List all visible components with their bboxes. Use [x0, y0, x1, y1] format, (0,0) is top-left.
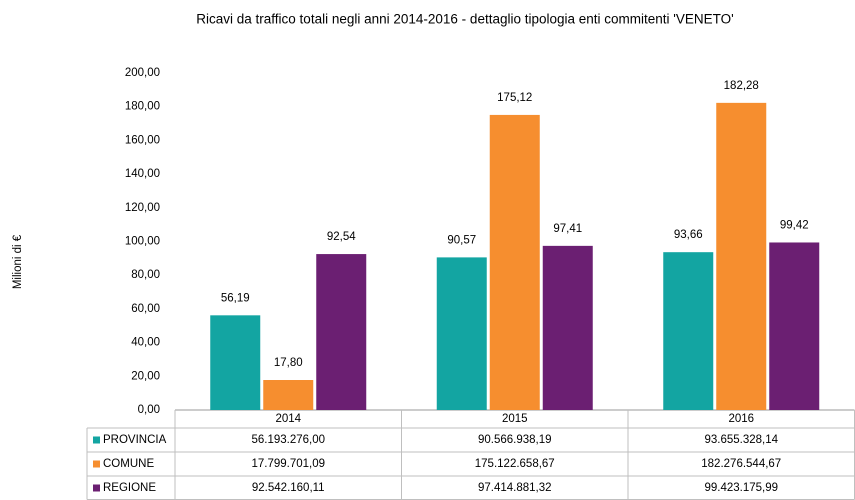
y-tick-label: 200,00 — [125, 67, 160, 79]
y-axis-title: Milioni di € — [12, 234, 24, 289]
table-cell: 93.655.328,14 — [704, 434, 778, 446]
y-tick-label: 0,00 — [138, 404, 160, 416]
data-label: 93,66 — [674, 229, 703, 241]
legend-label: PROVINCIA — [103, 434, 167, 446]
legend-swatch — [93, 436, 100, 444]
y-tick-label: 140,00 — [125, 168, 160, 180]
table-cell: 56.193.276,00 — [251, 434, 325, 446]
legend-swatch — [93, 460, 100, 468]
table-cell: 182.276.544,67 — [701, 458, 781, 470]
bar — [210, 315, 261, 410]
data-label: 175,12 — [497, 92, 532, 104]
y-tick-label: 20,00 — [131, 370, 160, 382]
bar — [542, 245, 593, 410]
bar — [663, 252, 714, 410]
data-label: 56,19 — [221, 292, 250, 304]
y-tick-label: 80,00 — [131, 269, 160, 281]
data-label: 182,28 — [724, 80, 759, 92]
legend-label: REGIONE — [103, 482, 156, 494]
x-tick-label: 2014 — [275, 413, 301, 425]
table-cell: 90.566.938,19 — [478, 434, 552, 446]
data-label: 90,57 — [447, 234, 476, 246]
bar — [489, 114, 540, 411]
y-tick-label: 60,00 — [131, 303, 160, 315]
y-tick-label: 180,00 — [125, 101, 160, 113]
table-cell: 92.542.160,11 — [252, 482, 325, 494]
legend-swatch — [93, 484, 100, 492]
bar — [716, 102, 767, 410]
x-tick-label: 2015 — [502, 413, 528, 425]
bar — [263, 380, 314, 410]
y-tick-label: 100,00 — [125, 236, 160, 248]
y-tick-label: 160,00 — [125, 134, 160, 146]
data-label: 92,54 — [327, 231, 356, 243]
data-label: 99,42 — [780, 220, 809, 232]
table-cell: 97.414.881,32 — [478, 482, 552, 494]
table-cell: 175.122.658,67 — [475, 458, 555, 470]
bar — [769, 242, 820, 410]
y-tick-label: 120,00 — [125, 202, 160, 214]
legend-label: COMUNE — [103, 458, 154, 470]
bar — [316, 254, 367, 410]
data-label: 17,80 — [274, 357, 303, 369]
table-cell: 99.423.175,99 — [704, 482, 778, 494]
x-tick-label: 2016 — [728, 413, 754, 425]
y-tick-label: 40,00 — [131, 337, 160, 349]
table-cell: 17.799.701,09 — [251, 458, 325, 470]
data-label: 97,41 — [553, 223, 582, 235]
bar — [436, 257, 487, 410]
chart-title: Ricavi da traffico totali negli anni 201… — [196, 12, 733, 27]
